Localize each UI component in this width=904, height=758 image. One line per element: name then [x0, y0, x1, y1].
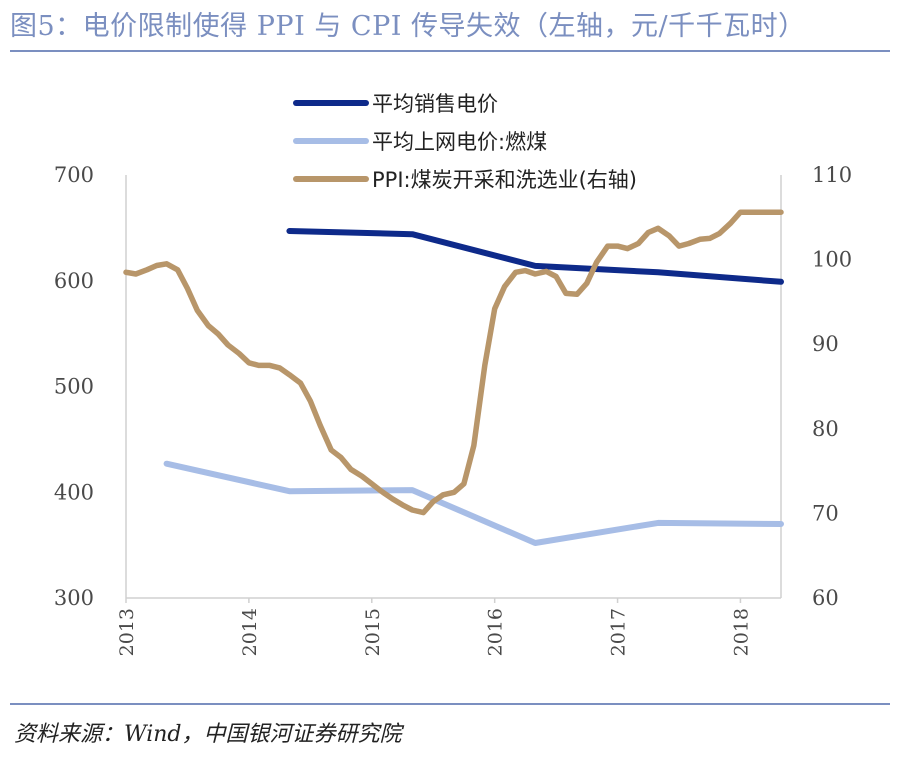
x-tick-label: 2015: [362, 608, 384, 656]
y-right-tick-label: 100: [812, 248, 852, 272]
legend-label-3: PPI:煤炭开采和洗选业(右轴): [372, 168, 637, 192]
y-right-tick-label: 60: [812, 586, 839, 610]
series-line-1: [286, 228, 784, 285]
source-note: 资料来源：Wind，中国银河证券研究院: [14, 722, 402, 747]
x-tick-label: 2018: [730, 608, 752, 656]
y-left-tick-label: 700: [54, 163, 94, 187]
title-divider: [10, 50, 890, 52]
y-right-tick-label: 110: [812, 163, 852, 187]
legend-label-2: 平均上网电价:燃煤: [372, 130, 547, 154]
x-tick-label: 2014: [239, 608, 261, 656]
series-line-3: [123, 209, 784, 516]
y-right-tick-label: 90: [812, 332, 839, 356]
y-left-tick-label: 600: [54, 269, 94, 293]
figure-title: 图5：电价限制使得 PPI 与 CPI 传导失效（左轴，元/千千瓦时）: [10, 11, 806, 42]
series-line-2: [163, 460, 784, 546]
chart: 300 400 500 600 700 60 70 80 90 100 110 2013 2014 201…: [54, 92, 852, 656]
y-left-tick-label: 500: [54, 375, 94, 399]
x-tick-label: 2017: [608, 608, 630, 656]
y-left-tick-label: 300: [54, 586, 94, 610]
x-tick-label: 2013: [116, 608, 138, 656]
y-left-tick-label: 400: [54, 480, 94, 504]
y-right-tick-label: 70: [812, 501, 839, 525]
source-divider: [10, 703, 890, 705]
y-right-tick-label: 80: [812, 417, 839, 441]
x-tick-label: 2016: [485, 608, 507, 656]
legend-label-1: 平均销售电价: [372, 92, 498, 116]
